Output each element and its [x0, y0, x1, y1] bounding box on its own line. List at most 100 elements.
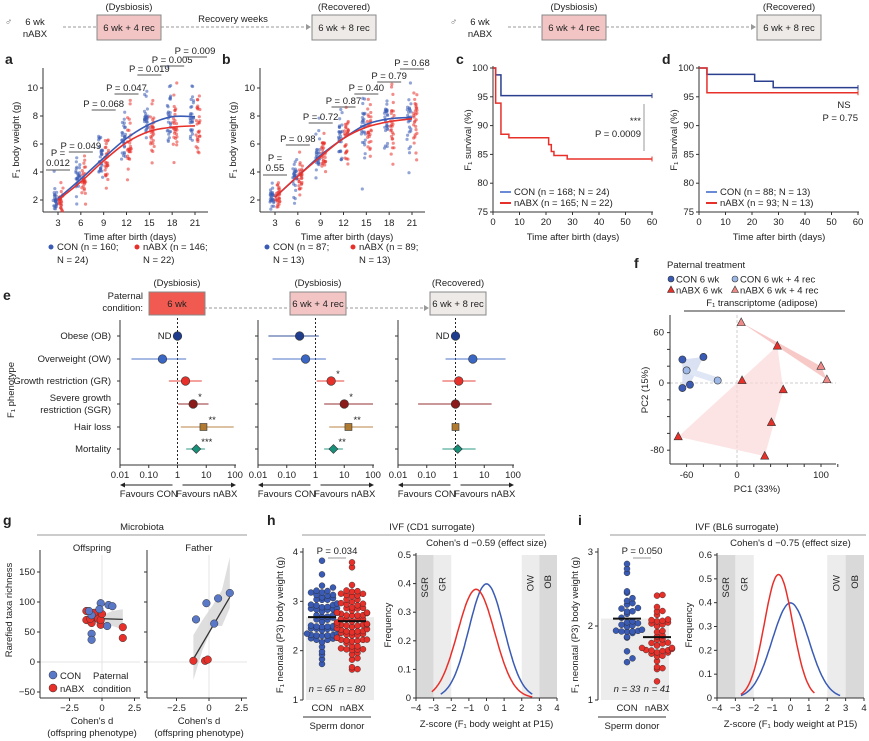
density-curve-nabx — [431, 588, 533, 698]
data-point — [174, 122, 179, 126]
x-tick-label: 1 — [175, 470, 180, 481]
band-label: GR — [437, 577, 448, 591]
phenotype-band — [433, 555, 452, 698]
data-point — [409, 102, 413, 106]
data-point — [369, 110, 373, 115]
data-point — [407, 130, 411, 134]
data-point — [172, 127, 177, 131]
data-point — [384, 110, 388, 114]
data-point — [127, 128, 131, 132]
data-point — [190, 105, 194, 109]
data-point — [405, 133, 410, 137]
x-tick-label: 15 — [144, 218, 155, 229]
y-axis-label: Rarefied taxa richness — [4, 562, 15, 657]
x-tick-label: 2.5 — [128, 703, 141, 714]
y-tick-label: 0.6 — [699, 550, 712, 561]
data-point — [297, 180, 302, 184]
data-point — [189, 97, 193, 102]
data-point — [120, 131, 124, 135]
data-point-nabx — [659, 617, 666, 625]
data-point — [122, 121, 126, 125]
legend-label: CON (n = 168; N = 24) — [514, 187, 610, 198]
data-point — [152, 144, 156, 149]
data-point — [407, 147, 411, 151]
data-point — [369, 129, 373, 133]
data-point — [338, 117, 342, 121]
y-tick-label: 0.3 — [699, 622, 712, 633]
x-tick-label: 50 — [826, 217, 837, 228]
data-point — [59, 189, 63, 194]
data-point — [82, 186, 87, 191]
data-point-con — [324, 623, 331, 630]
estimate-marker — [180, 376, 191, 386]
data-point-con — [318, 632, 326, 640]
data-point-con — [324, 632, 331, 639]
x-axis-label: Time after birth (days) — [527, 232, 620, 243]
data-point-nabx — [354, 665, 361, 673]
data-point — [407, 171, 411, 175]
data-point — [83, 202, 88, 206]
x-tick-label: 4 — [554, 703, 559, 714]
data-point — [390, 82, 394, 86]
fit-curve-nabx — [274, 118, 413, 198]
data-point — [172, 104, 176, 109]
data-point — [291, 167, 295, 171]
band-label: OW — [831, 575, 842, 591]
data-point — [78, 174, 82, 178]
data-point-con — [623, 658, 631, 666]
condition-state-label: (Dysbiosis) — [154, 278, 201, 289]
data-point — [365, 119, 370, 124]
y-tick-label: 0 — [406, 693, 411, 704]
pca-point — [816, 360, 826, 370]
data-point — [368, 146, 372, 150]
x-tick-label: 0.01 — [111, 470, 130, 481]
arrow-left-icon — [258, 482, 263, 488]
x-tick-label: 0.10 — [140, 470, 159, 481]
data-point-nabx — [363, 620, 371, 628]
male-symbol-icon: ♂ — [5, 17, 12, 28]
data-point — [323, 163, 327, 167]
data-point — [344, 143, 348, 147]
data-point — [345, 122, 349, 126]
pca-point — [673, 431, 683, 441]
legend-title: Paternal — [93, 671, 128, 682]
data-point — [142, 117, 147, 121]
data-point — [361, 119, 365, 123]
legend-marker — [666, 285, 676, 293]
data-point-nabx — [653, 642, 661, 649]
data-point — [388, 124, 393, 129]
y-axis-label: Frequency — [383, 602, 394, 647]
row-label: Obese (OB) — [60, 331, 111, 342]
band-label: SGR — [721, 577, 732, 598]
data-point-nabx — [343, 628, 350, 635]
data-point — [196, 98, 200, 102]
dysbiosis-box — [96, 14, 162, 41]
data-point-con — [324, 603, 331, 611]
y-axis-label: F₁ body weight (g) — [11, 102, 22, 179]
data-point — [406, 113, 410, 117]
data-point-con — [623, 560, 631, 568]
data-point — [194, 119, 199, 123]
data-point — [61, 186, 65, 190]
sample-size-label: n = 65 — [309, 684, 336, 695]
data-point — [361, 111, 365, 115]
data-point — [145, 89, 149, 93]
data-point-con — [623, 648, 631, 655]
data-point — [59, 181, 63, 185]
survival-curve-nabx — [493, 67, 652, 160]
data-point — [346, 129, 350, 133]
x-tick-label: 0.01 — [249, 470, 268, 481]
group-axis-label: Sperm donor — [605, 721, 660, 732]
data-point — [391, 122, 395, 126]
data-point-nabx — [668, 644, 676, 652]
x-tick-label: 100 — [813, 470, 829, 481]
data-point — [168, 130, 172, 134]
data-point-nabx — [653, 603, 661, 611]
arrow-right-icon — [509, 482, 514, 488]
legend-label: nABX 6 wk — [676, 286, 723, 297]
data-point — [127, 117, 131, 121]
data-point — [321, 146, 326, 150]
data-point — [415, 158, 419, 162]
data-point — [100, 163, 104, 167]
data-point-con — [318, 638, 326, 646]
